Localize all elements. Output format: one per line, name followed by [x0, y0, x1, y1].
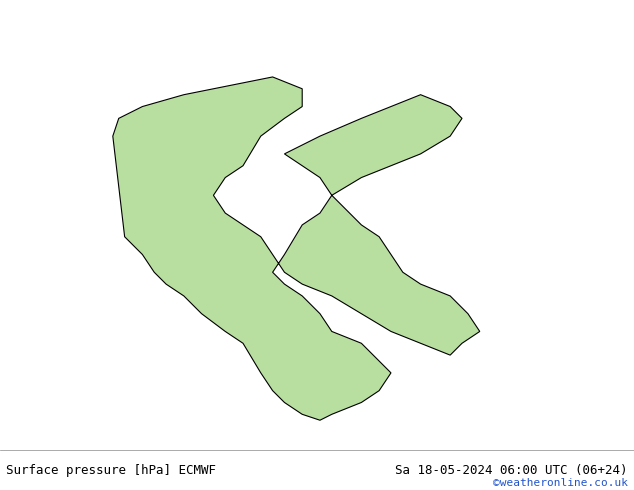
Text: Sa 18-05-2024 06:00 UTC (06+24): Sa 18-05-2024 06:00 UTC (06+24) — [395, 464, 628, 477]
Text: Surface pressure [hPa] ECMWF: Surface pressure [hPa] ECMWF — [6, 464, 216, 477]
Text: ©weatheronline.co.uk: ©weatheronline.co.uk — [493, 478, 628, 488]
Polygon shape — [113, 77, 480, 420]
